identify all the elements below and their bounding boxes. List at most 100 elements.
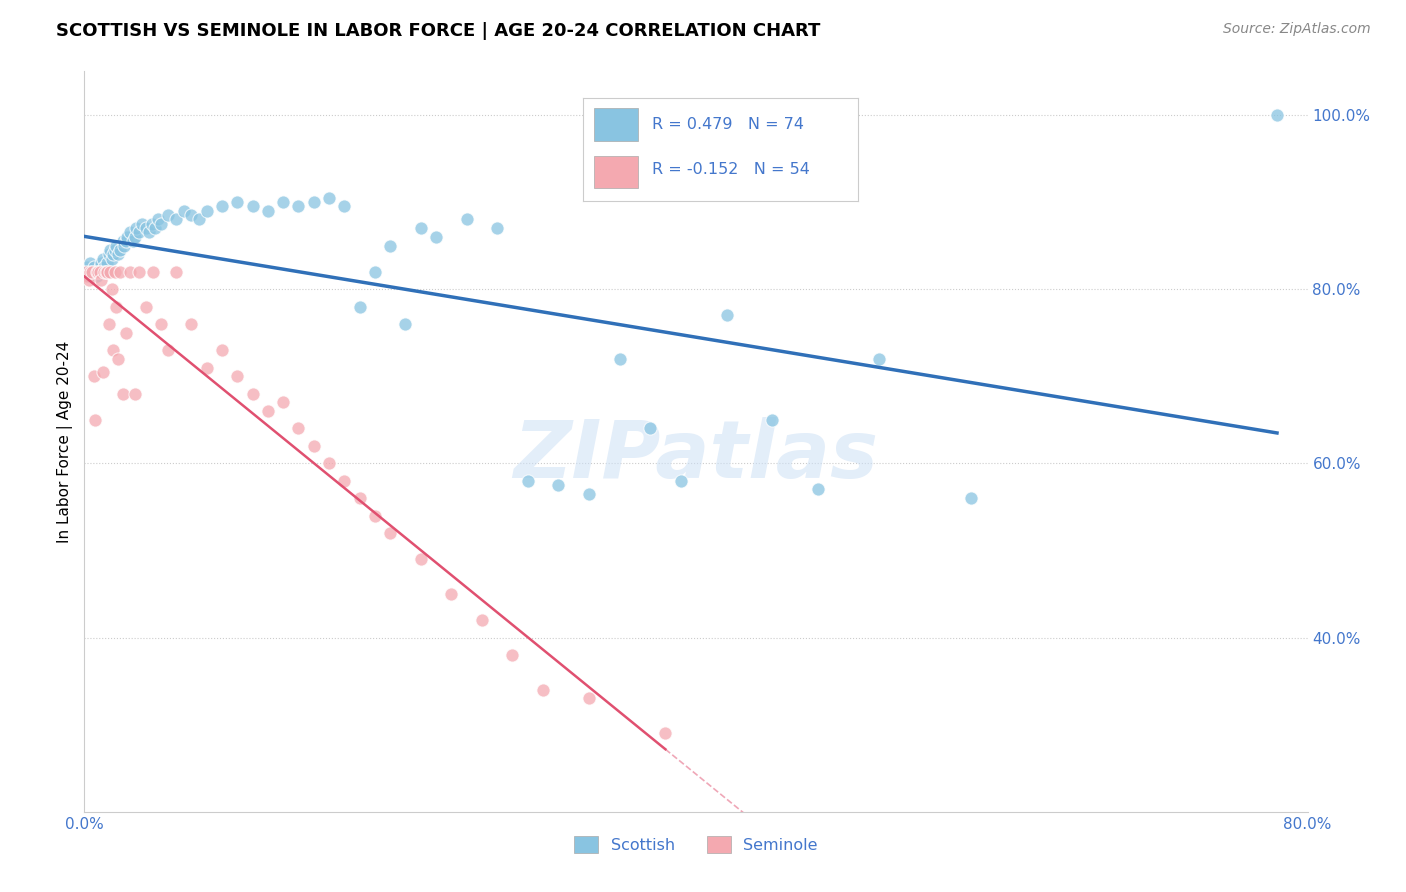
Point [302, 194, 325, 209]
Y-axis label: In Labor Force | Age 20-24: In Labor Force | Age 20-24 [58, 341, 73, 542]
Point [75, 265, 97, 279]
Point [211, 199, 233, 213]
Point [440, 587, 463, 601]
Point [716, 308, 738, 322]
Point [96, 256, 118, 270]
Point [318, 191, 340, 205]
Point [257, 404, 280, 418]
Text: ZIPatlas: ZIPatlas [513, 417, 879, 495]
Point [188, 212, 211, 227]
Point [125, 221, 148, 235]
Point [97, 247, 120, 261]
Point [77, 273, 100, 287]
Point [141, 217, 163, 231]
Point [90, 256, 112, 270]
Point [157, 343, 180, 357]
Point [471, 613, 494, 627]
Point [91, 365, 114, 379]
Point [349, 300, 371, 314]
Point [257, 203, 280, 218]
Point [486, 221, 509, 235]
Point [84, 413, 107, 427]
Text: R = 0.479   N = 74: R = 0.479 N = 74 [652, 117, 804, 132]
Point [79, 256, 101, 270]
Point [349, 491, 371, 505]
Point [111, 386, 134, 401]
Text: R = -0.152   N = 54: R = -0.152 N = 54 [652, 162, 810, 178]
Point [173, 203, 195, 218]
Point [120, 265, 142, 279]
Point [83, 260, 105, 275]
Point [531, 682, 554, 697]
Point [98, 265, 121, 279]
Point [333, 199, 356, 213]
Point [105, 238, 128, 252]
Point [157, 208, 180, 222]
Point [104, 243, 127, 257]
Point [97, 317, 120, 331]
Point [80, 265, 103, 279]
Point [502, 648, 524, 662]
Point [96, 265, 118, 279]
Point [93, 260, 115, 275]
Point [226, 194, 249, 209]
Point [425, 230, 447, 244]
Point [108, 265, 131, 279]
Point [131, 217, 153, 231]
Point [112, 238, 135, 252]
Point [122, 234, 145, 248]
Point [128, 265, 150, 279]
Point [364, 508, 387, 523]
Point [578, 691, 600, 706]
Point [86, 268, 108, 283]
Point [87, 265, 110, 279]
Point [87, 265, 110, 279]
Point [89, 260, 111, 275]
Point [165, 212, 187, 227]
Point [287, 199, 309, 213]
Point [960, 491, 983, 505]
Point [271, 395, 294, 409]
Point [195, 360, 218, 375]
Point [91, 252, 114, 266]
Point [83, 369, 105, 384]
Point [669, 474, 692, 488]
Point [149, 217, 172, 231]
Point [128, 226, 150, 240]
Point [409, 552, 432, 566]
Point [271, 194, 294, 209]
Point [364, 265, 387, 279]
Point [807, 483, 830, 497]
Point [107, 247, 129, 261]
Point [101, 282, 124, 296]
Point [86, 265, 108, 279]
Point [456, 212, 478, 227]
Point [226, 369, 249, 384]
Point [104, 265, 127, 279]
Point [93, 265, 115, 279]
Point [103, 247, 125, 261]
Point [578, 487, 600, 501]
Point [142, 265, 165, 279]
Point [380, 238, 402, 252]
Point [138, 226, 160, 240]
Point [394, 317, 416, 331]
Point [1265, 108, 1288, 122]
Point [76, 260, 98, 275]
Point [318, 456, 340, 470]
Bar [595, 155, 638, 188]
Point [76, 268, 98, 283]
Point [79, 265, 101, 279]
Point [94, 265, 117, 279]
Point [114, 326, 136, 340]
Text: Source: ZipAtlas.com: Source: ZipAtlas.com [1223, 22, 1371, 37]
Point [111, 234, 134, 248]
Text: SCOTTISH VS SEMINOLE IN LABOR FORCE | AGE 20-24 CORRELATION CHART: SCOTTISH VS SEMINOLE IN LABOR FORCE | AG… [56, 22, 821, 40]
Point [287, 421, 309, 435]
Point [84, 265, 107, 279]
Point [94, 265, 117, 279]
Point [135, 300, 157, 314]
Point [242, 386, 264, 401]
Point [103, 343, 125, 357]
Point [869, 351, 891, 366]
